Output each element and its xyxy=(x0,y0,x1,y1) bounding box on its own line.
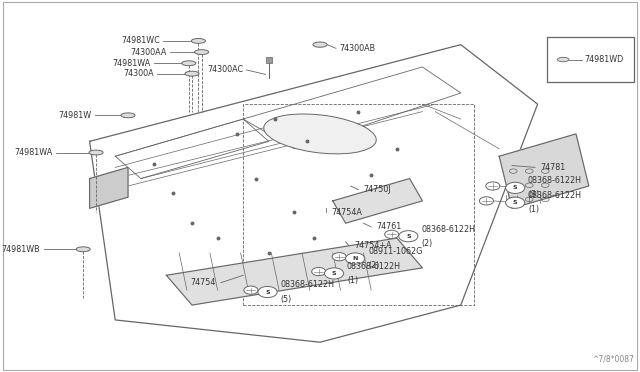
Text: S: S xyxy=(265,289,270,295)
Text: 74300AA: 74300AA xyxy=(130,48,166,57)
Circle shape xyxy=(506,182,525,193)
Text: 74981WC: 74981WC xyxy=(121,36,160,45)
Text: 74781: 74781 xyxy=(540,163,565,172)
Text: ^7/8*0087: ^7/8*0087 xyxy=(592,355,634,364)
Text: 74981WA: 74981WA xyxy=(15,148,53,157)
Text: (3): (3) xyxy=(528,190,539,199)
Text: 74300AB: 74300AB xyxy=(339,44,375,53)
Text: (5): (5) xyxy=(280,295,292,304)
Circle shape xyxy=(479,197,493,205)
Circle shape xyxy=(312,267,326,276)
Ellipse shape xyxy=(313,42,327,47)
Ellipse shape xyxy=(185,71,199,76)
Circle shape xyxy=(244,286,258,294)
Circle shape xyxy=(332,253,346,261)
Ellipse shape xyxy=(89,150,103,155)
Text: 74981W: 74981W xyxy=(58,111,92,120)
Circle shape xyxy=(346,253,365,264)
Circle shape xyxy=(258,286,277,298)
Text: 08368-6122H: 08368-6122H xyxy=(280,280,334,289)
Ellipse shape xyxy=(264,114,376,154)
Text: 74761: 74761 xyxy=(376,222,401,231)
Text: (1): (1) xyxy=(347,276,358,285)
Circle shape xyxy=(399,231,418,242)
Text: 74981WB: 74981WB xyxy=(2,245,40,254)
Text: 08911-1062G: 08911-1062G xyxy=(368,247,422,256)
Text: (1): (1) xyxy=(528,205,539,214)
Circle shape xyxy=(486,182,500,190)
Circle shape xyxy=(324,268,344,279)
Ellipse shape xyxy=(76,247,90,251)
Text: 08368-6122H: 08368-6122H xyxy=(347,262,401,271)
Text: S: S xyxy=(513,200,518,205)
Circle shape xyxy=(506,197,525,208)
Text: (2): (2) xyxy=(421,239,433,248)
Text: 08368-6122H: 08368-6122H xyxy=(528,191,582,200)
Ellipse shape xyxy=(557,57,569,62)
Text: 74300A: 74300A xyxy=(123,69,154,78)
Text: 74754: 74754 xyxy=(190,278,216,287)
Ellipse shape xyxy=(191,38,205,43)
Text: S: S xyxy=(406,234,411,239)
Polygon shape xyxy=(499,134,589,208)
Text: 74754A: 74754A xyxy=(332,208,362,217)
Text: 08368-6122H: 08368-6122H xyxy=(421,225,475,234)
FancyBboxPatch shape xyxy=(547,37,634,82)
Ellipse shape xyxy=(121,113,135,118)
Text: N: N xyxy=(353,256,358,261)
Ellipse shape xyxy=(195,49,209,54)
Text: 74300AC: 74300AC xyxy=(207,65,243,74)
Polygon shape xyxy=(166,238,422,305)
Circle shape xyxy=(385,230,399,238)
Text: (2): (2) xyxy=(368,261,380,270)
Text: 74981WD: 74981WD xyxy=(584,55,623,64)
Polygon shape xyxy=(90,167,128,208)
Ellipse shape xyxy=(182,61,196,65)
Text: S: S xyxy=(513,185,518,190)
Text: 74754+A: 74754+A xyxy=(354,241,392,250)
Polygon shape xyxy=(333,179,422,223)
Text: 08368-6122H: 08368-6122H xyxy=(528,176,582,185)
Text: 74981WA: 74981WA xyxy=(112,59,150,68)
Text: 74750J: 74750J xyxy=(364,185,391,194)
Text: S: S xyxy=(332,271,337,276)
